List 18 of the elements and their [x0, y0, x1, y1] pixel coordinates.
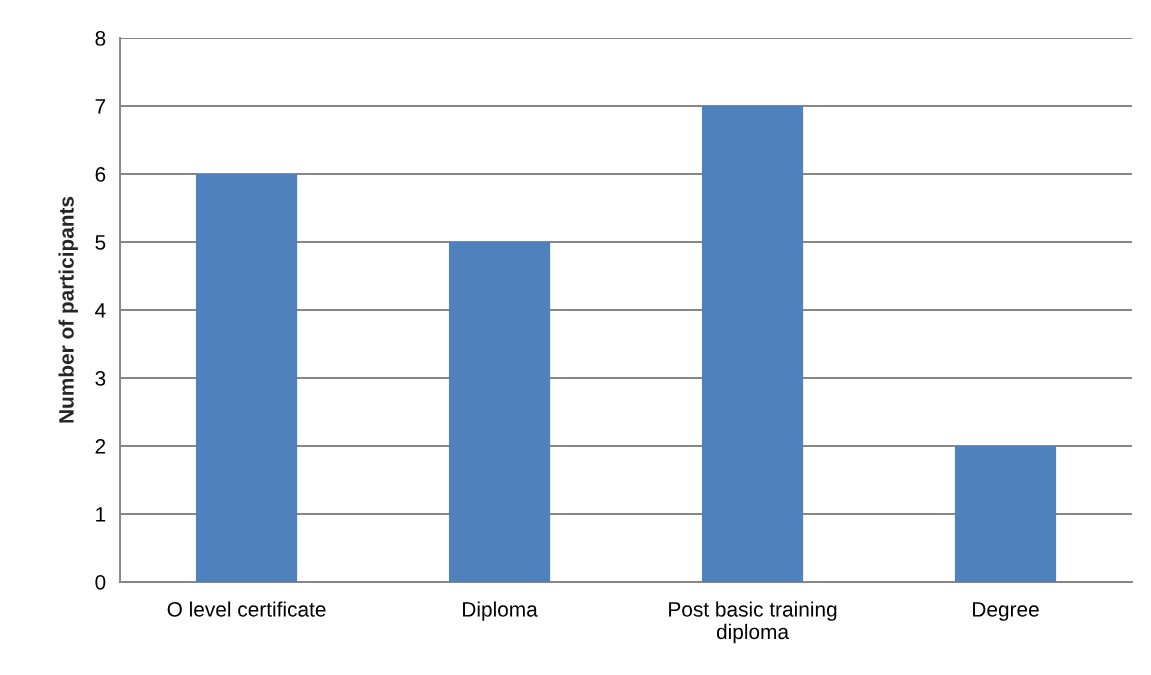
y-tick-label: 6: [95, 167, 106, 182]
y-tick-label: 5: [95, 235, 106, 250]
y-axis-title: Number of participants: [58, 196, 78, 423]
y-tick-label: 8: [95, 31, 106, 46]
x-tick-label: O level certificate: [167, 601, 326, 617]
bar: [195, 174, 298, 582]
bar: [448, 242, 551, 582]
y-tick-label: 3: [95, 370, 106, 386]
y-tick-label: 1: [96, 507, 106, 522]
x-tick-label: Post basic training diploma: [669, 601, 837, 644]
y-tick-label: 2: [95, 438, 106, 454]
bar: [954, 445, 1057, 582]
bar: [701, 106, 804, 582]
x-tick-label: Degree: [973, 602, 1039, 621]
x-tick-label: Diploma: [463, 601, 538, 621]
y-tick-label: 0: [95, 574, 106, 590]
y-tick-label: 4: [95, 303, 106, 318]
y-tick-label: 7: [95, 99, 106, 114]
